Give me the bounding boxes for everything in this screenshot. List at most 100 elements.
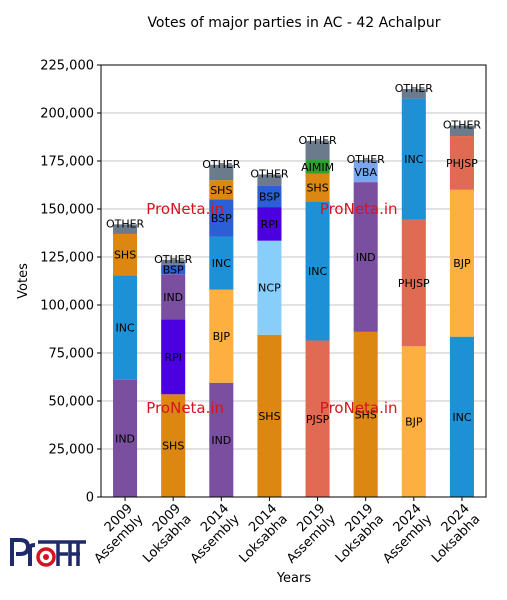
segment-label: OTHER — [250, 167, 289, 180]
bar-segment — [209, 180, 234, 200]
y-tick-label: 75,000 — [49, 347, 95, 362]
segment-label: IND — [356, 251, 376, 264]
bar-segment — [449, 189, 474, 337]
bar-segment — [305, 160, 330, 174]
bar-segment — [209, 289, 234, 383]
proneta-logo — [8, 530, 88, 574]
bar-segment — [209, 199, 234, 237]
bars — [113, 89, 474, 497]
y-tick-label: 125,000 — [40, 251, 94, 266]
segment-label: BSP — [259, 191, 280, 204]
bar-segment — [305, 340, 330, 497]
bar-segment — [401, 219, 426, 347]
segment-label: BJP — [213, 330, 231, 343]
chart-title: Votes of major parties in AC - 42 Achalp… — [147, 15, 440, 31]
segment-label: IND — [211, 434, 231, 447]
segment-label: SHS — [162, 440, 184, 453]
bar-segment — [353, 161, 378, 183]
y-tick-label: 25,000 — [49, 443, 95, 458]
bar-segment — [401, 346, 426, 497]
watermarks: ProNeta.in ProNeta.in ProNeta.in ProNeta.in — [146, 200, 397, 417]
bar-segment — [401, 98, 426, 220]
y-tick-label: 225,000 — [40, 59, 94, 74]
segment-labels: INDINCSHSOTHERSHSRPIINDBSPOTHERINDBJPINC… — [106, 82, 481, 453]
y-tick-label: 150,000 — [40, 203, 94, 218]
x-axis-label: Years — [276, 571, 312, 586]
segment-label: RPI — [261, 218, 279, 231]
bar-segment — [305, 201, 330, 341]
segment-label: INC — [308, 265, 327, 278]
segment-label: INC — [115, 322, 134, 335]
y-tick-label: 200,000 — [40, 107, 94, 122]
segment-label: NCP — [258, 282, 281, 295]
segment-label: SHS — [306, 181, 328, 194]
plot-frame — [100, 64, 487, 498]
segment-label: SHS — [114, 249, 136, 262]
bar-segment — [161, 259, 186, 265]
bar-segment — [209, 382, 234, 497]
bar-segment — [113, 233, 138, 276]
segment-label: INC — [452, 411, 471, 424]
bar-segment — [257, 240, 282, 335]
segment-label: BJP — [453, 257, 471, 270]
bar-segment — [257, 174, 282, 186]
bar-segment — [449, 125, 474, 137]
segment-label: OTHER — [106, 217, 145, 230]
y-tick-label: 175,000 — [40, 155, 94, 170]
bar-segment — [113, 275, 138, 380]
segment-label: SHS — [210, 184, 232, 197]
watermark: ProNeta.in — [320, 399, 398, 417]
bar-segment — [353, 182, 378, 332]
segment-label: BSP — [163, 263, 184, 276]
bar-segment — [305, 140, 330, 161]
segment-label: SHS — [258, 410, 280, 423]
bar-segment — [161, 274, 186, 320]
bar-segment — [353, 160, 378, 162]
watermark: ProNeta.in — [146, 399, 224, 417]
bar-segment — [257, 207, 282, 241]
bar-segment — [161, 264, 186, 275]
y-tick-label: 100,000 — [40, 299, 94, 314]
segment-label: SHS — [355, 408, 377, 421]
segment-label: INC — [212, 257, 231, 270]
segment-label: IND — [115, 432, 135, 445]
bar-segment — [209, 164, 234, 181]
segment-label: IND — [163, 291, 183, 304]
bar-segment — [161, 319, 186, 395]
y-axis-label: Votes — [16, 263, 31, 299]
segment-label: INC — [404, 153, 423, 166]
segment-label: OTHER — [298, 134, 337, 147]
y-tick-label: 50,000 — [49, 395, 95, 410]
segment-label: OTHER — [347, 153, 386, 166]
segment-label: BJP — [405, 416, 423, 429]
segment-label: BSP — [211, 212, 232, 225]
watermark: ProNeta.in — [146, 200, 224, 218]
segment-label: AIMIM — [301, 161, 334, 174]
bar-segment — [113, 379, 138, 497]
bar-segment — [449, 136, 474, 190]
bar-segment — [305, 173, 330, 202]
segment-label: RPI — [164, 351, 182, 364]
segment-label: VBA — [354, 166, 377, 179]
bar-segment — [257, 185, 282, 208]
bar-segment — [161, 394, 186, 497]
watermark: ProNeta.in — [320, 200, 398, 218]
segment-label: OTHER — [395, 82, 434, 95]
bar-segment — [449, 336, 474, 497]
bar-segment — [209, 236, 234, 290]
segment-label: PJSP — [306, 413, 330, 426]
segment-label: OTHER — [154, 253, 193, 266]
bar-segment — [257, 334, 282, 497]
bar-segment — [353, 331, 378, 497]
segment-label: PHJSP — [446, 157, 478, 170]
segment-label: OTHER — [443, 118, 482, 131]
